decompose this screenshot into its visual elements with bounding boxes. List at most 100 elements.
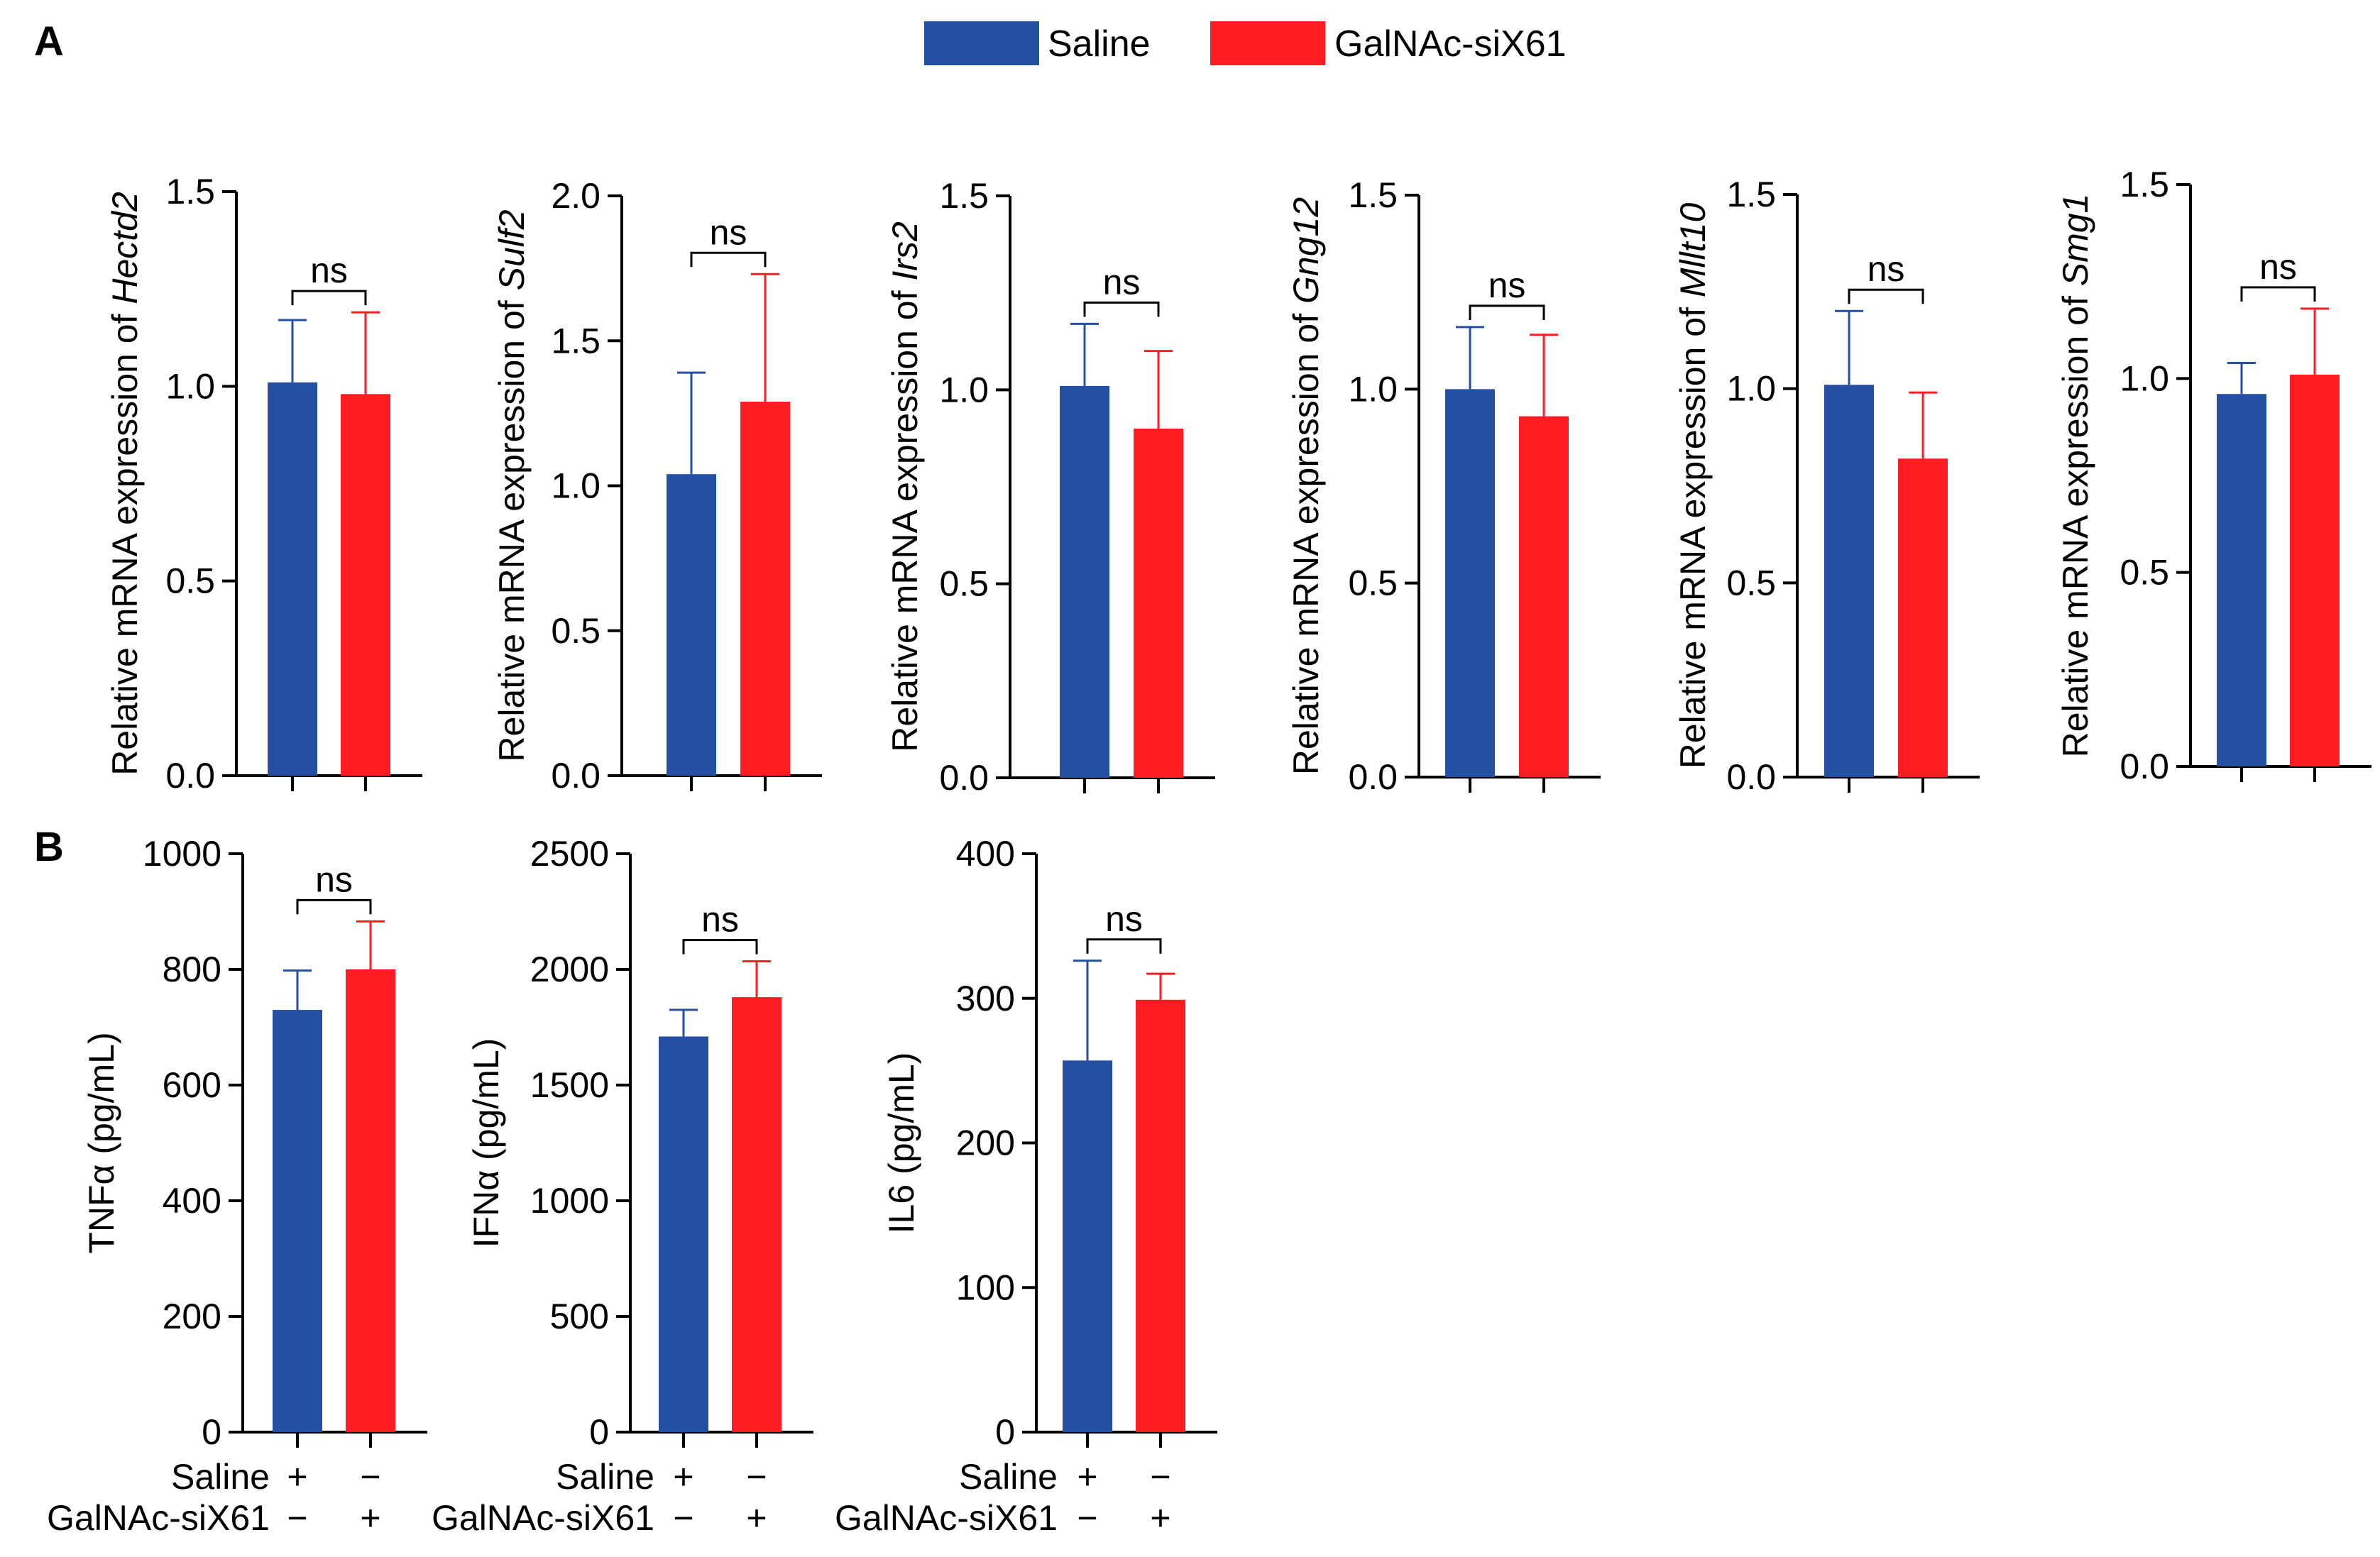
y-tick-label: 200 (163, 1297, 221, 1336)
y-axis-title-prefix: Relative mRNA expression of (2056, 286, 2095, 757)
group-row-sign: + (1150, 1498, 1170, 1538)
significance-bracket (1848, 288, 1924, 304)
y-tick-label: 0.5 (939, 564, 989, 604)
y-tick-label: 0.0 (939, 758, 989, 798)
y-tick-label: 0.0 (1348, 757, 1398, 797)
chart-ifn-pg-ml-: 0 500 1000 1500 2000 2500 ns IFNα (pg/mL) Saline… (432, 834, 813, 1538)
panel-letter-a: A (34, 18, 64, 65)
y-axis-title-gene: Irs2 (885, 221, 925, 281)
y-tick-label: 1.0 (165, 366, 215, 406)
group-row-sign: − (1077, 1498, 1097, 1538)
bar-saline (273, 1010, 322, 1432)
y-axis-title: Relative mRNA expression of Mllt10 (1673, 203, 1713, 769)
y-tick-label: 1.5 (551, 321, 601, 361)
y-axis-title-gene: Hectd2 (105, 192, 145, 304)
bar-galnac-six61 (1136, 999, 1185, 1432)
y-tick-label: 0 (202, 1412, 221, 1452)
y-axis-title-prefix: Relative mRNA expression of (885, 281, 925, 752)
group-row-sign: − (360, 1457, 380, 1497)
group-row-label: Saline (171, 1457, 270, 1497)
bar-galnac-six61 (1898, 458, 1948, 777)
y-axis-title-gene: Smg1 (2056, 194, 2095, 287)
y-tick-label: 0.0 (1726, 757, 1776, 797)
significance-bracket (296, 898, 372, 915)
group-row-label: Saline (959, 1457, 1058, 1497)
y-tick-label: 1000 (143, 834, 221, 874)
y-tick-label: 300 (956, 979, 1015, 1018)
group-row-sign: − (673, 1498, 693, 1538)
y-tick-label: 2.0 (551, 176, 601, 216)
y-tick-label: 1.5 (1726, 175, 1776, 214)
significance-label: ns (315, 859, 353, 899)
y-axis-title-gene: Gng12 (1286, 197, 1326, 304)
group-row-label: GalNAc-siX61 (835, 1498, 1058, 1538)
bar-galnac-six61 (1134, 429, 1183, 778)
significance-label: ns (1488, 265, 1526, 305)
y-tick-label: 0 (589, 1412, 609, 1452)
bar-saline (659, 1036, 708, 1432)
significance-bracket (1083, 301, 1160, 317)
legend: Saline GalNAc-siX61 (924, 21, 1567, 65)
y-tick-label: 0.5 (551, 611, 601, 651)
group-row-sign: − (1150, 1457, 1170, 1497)
bar-saline (1445, 389, 1495, 777)
y-axis-title-prefix: Relative mRNA expression of (1286, 304, 1326, 775)
group-row-sign: + (360, 1498, 380, 1538)
panel-letter-b: B (34, 824, 64, 870)
y-tick-label: 1.5 (2119, 165, 2169, 204)
bar-galnac-six61 (346, 969, 395, 1432)
y-tick-label: 0.5 (165, 561, 215, 601)
legend-label-galnac: GalNAc-siX61 (1334, 23, 1567, 65)
bar-galnac-six61 (2290, 374, 2340, 766)
chart-gng12: 0.0 0.5 1.0 1.5 ns Relative mRNA expression o… (1286, 175, 1601, 797)
significance-label: ns (2259, 247, 2297, 287)
y-axis-title-prefix: Relative mRNA expression of (105, 304, 145, 776)
y-axis-title: Relative mRNA expression of Sulf2 (492, 209, 532, 761)
group-row-label: GalNAc-siX61 (47, 1498, 270, 1538)
y-tick-label: 400 (956, 834, 1015, 874)
significance-bracket (2240, 286, 2316, 302)
significance-bracket (690, 251, 767, 268)
group-row-sign: − (746, 1457, 767, 1497)
y-tick-label: 0.0 (551, 756, 601, 796)
significance-label: ns (1103, 262, 1141, 302)
charts: 0.0 0.5 1.0 1.5 ns Relative mRNA expression o… (47, 165, 2371, 1538)
y-axis-title-prefix: Relative mRNA expression of (492, 290, 532, 761)
group-row-sign: + (1077, 1457, 1097, 1497)
y-tick-label: 1.0 (939, 370, 989, 409)
y-tick-label: 1000 (530, 1181, 609, 1221)
y-tick-label: 2000 (530, 950, 609, 989)
y-axis-title: TNFα (pg/mL) (82, 1032, 121, 1253)
bar-saline (268, 382, 317, 776)
y-tick-label: 0.5 (1726, 563, 1776, 603)
y-axis-title-gene: Mllt10 (1673, 203, 1713, 298)
chart-mllt10: 0.0 0.5 1.0 1.5 ns Relative mRNA expression o… (1673, 175, 1980, 797)
y-tick-label: 0.0 (2119, 747, 2169, 786)
y-tick-label: 1.0 (551, 466, 601, 506)
y-tick-label: 0.5 (1348, 563, 1398, 603)
group-row-sign: − (287, 1498, 307, 1538)
chart-smg1: 0.0 0.5 1.0 1.5 ns Relative mRNA expression o… (2056, 165, 2371, 786)
y-axis-title: IFNα (pg/mL) (466, 1038, 506, 1248)
legend-swatch-galnac (1210, 21, 1325, 65)
chart-sulf2: 0.0 0.5 1.0 1.5 2.0 ns Relative mRNA expressio… (492, 176, 822, 796)
y-tick-label: 1.5 (939, 176, 989, 216)
significance-label: ns (710, 212, 747, 252)
bar-saline (2217, 394, 2266, 766)
y-axis-title: Relative mRNA expression of Irs2 (885, 221, 925, 752)
y-tick-label: 0 (995, 1412, 1015, 1452)
significance-bracket (682, 939, 758, 954)
significance-bracket (1086, 938, 1162, 954)
legend-swatch-saline (924, 21, 1039, 65)
bar-galnac-six61 (341, 394, 390, 776)
y-tick-label: 100 (956, 1267, 1015, 1307)
y-tick-label: 0.0 (165, 756, 215, 796)
y-tick-label: 400 (163, 1181, 221, 1221)
significance-label: ns (310, 251, 348, 290)
bar-saline (1063, 1060, 1112, 1432)
y-tick-label: 200 (956, 1123, 1015, 1163)
bar-galnac-six61 (732, 997, 782, 1432)
y-tick-label: 500 (550, 1297, 609, 1336)
